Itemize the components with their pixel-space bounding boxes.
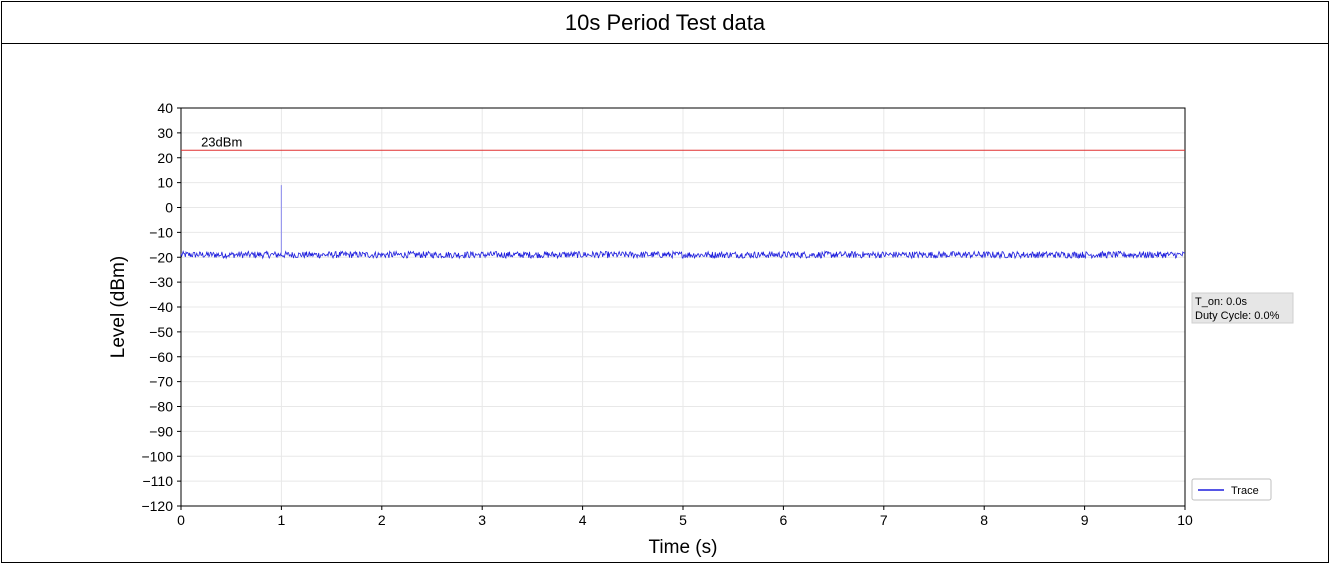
legend-label-trace: Trace [1231,485,1259,497]
info-box-ton: T_on: 0.0s [1195,296,1247,308]
y-tick-label: −40 [149,299,173,315]
grid [181,108,1185,506]
x-tick-label: 3 [478,512,486,528]
y-axis-label: Level (dBm) [108,256,129,358]
y-tick-label: −20 [149,249,173,265]
y-tick-label: 20 [157,150,173,166]
x-tick-label: 9 [1081,512,1089,528]
y-tick-label: −10 [149,224,173,240]
y-tick-label: 40 [157,100,173,116]
y-tick-label: −30 [149,274,173,290]
x-ticks: 0 1 2 3 4 5 6 7 8 9 10 [177,506,1193,528]
x-tick-label: 10 [1177,512,1193,528]
y-tick-label: −60 [149,349,173,365]
x-tick-label: 5 [679,512,687,528]
y-tick-label: 30 [157,125,173,141]
y-ticks: 40 30 20 10 0 −10 −20 −30 −40 −50 −60 −70 −80 −90 −100… [141,100,181,514]
y-tick-label: −80 [149,399,173,415]
x-tick-label: 6 [780,512,788,528]
x-tick-label: 7 [880,512,888,528]
info-box: T_on: 0.0s Duty Cycle: 0.0% [1192,293,1293,323]
y-tick-label: 0 [165,200,173,216]
x-tick-label: 2 [378,512,386,528]
x-tick-label: 1 [278,512,286,528]
y-tick-label: −90 [149,423,173,439]
reference-line-label: 23dBm [201,134,242,149]
y-tick-label: −50 [149,324,173,340]
y-tick-label: 10 [157,175,173,191]
y-tick-label: −70 [149,374,173,390]
x-tick-label: 0 [177,512,185,528]
x-axis-label: Time (s) [649,537,718,558]
x-tick-label: 4 [579,512,587,528]
y-tick-label: −120 [141,498,173,514]
x-tick-label: 8 [980,512,988,528]
y-tick-label: −100 [141,448,173,464]
legend: Trace [1192,479,1271,500]
y-tick-label: −110 [143,473,174,489]
info-box-duty-cycle: Duty Cycle: 0.0% [1195,310,1280,322]
